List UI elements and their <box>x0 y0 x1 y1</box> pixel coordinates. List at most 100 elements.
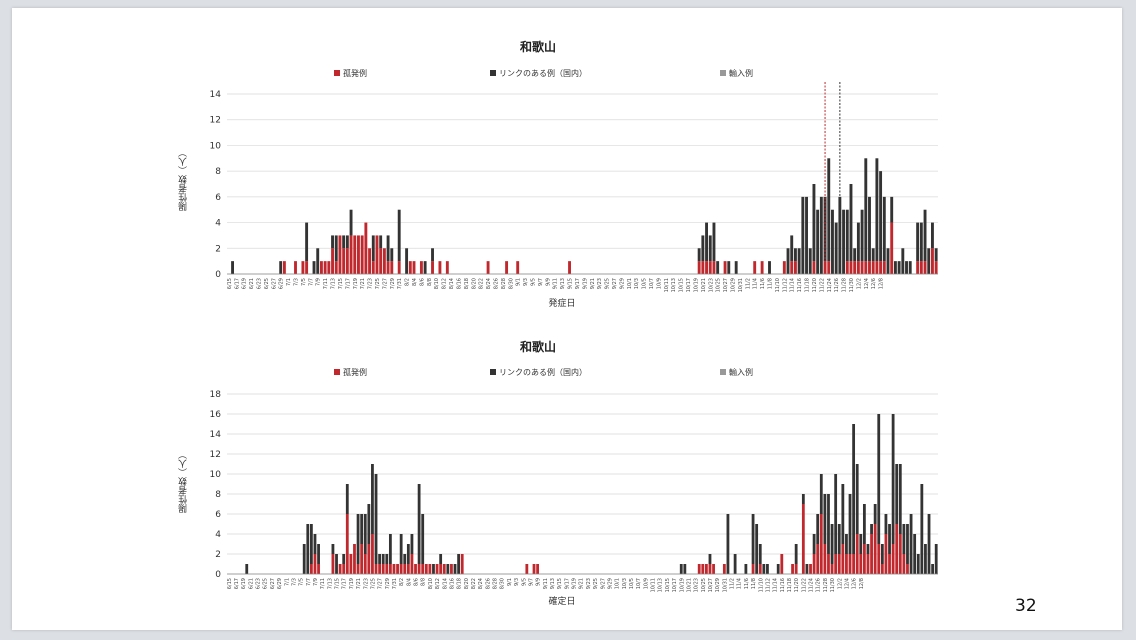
bar-sporadic <box>353 544 356 574</box>
bar-linked <box>762 564 766 574</box>
x-tick-label: 10/3 <box>634 278 640 289</box>
bar-sporadic <box>390 261 394 274</box>
x-tick-label: 8/4 <box>412 278 418 286</box>
bar-linked <box>345 484 349 514</box>
x-tick-label: 7/11 <box>320 578 326 589</box>
y-tick-label: 4 <box>215 219 221 229</box>
chart2-x-axis-label: 確定日 <box>548 597 576 607</box>
x-tick-label: 6/19 <box>241 578 247 589</box>
x-tick-label: 10/25 <box>716 278 722 292</box>
bar-sporadic <box>349 554 353 574</box>
x-tick-label: 10/27 <box>723 278 729 292</box>
bar-linked <box>374 474 378 564</box>
y-tick-label: 8 <box>215 490 221 500</box>
bar-sporadic <box>895 524 899 574</box>
bar-linked <box>431 248 434 262</box>
bar-linked <box>790 235 794 262</box>
bar-sporadic <box>532 564 536 574</box>
legend-label: 輸入例 <box>729 367 753 377</box>
x-tick-label: 7/27 <box>378 578 384 589</box>
x-tick-label: 11/26 <box>816 578 822 592</box>
x-tick-label: 11/24 <box>809 578 815 592</box>
bar-linked <box>860 209 864 262</box>
bar-sporadic <box>794 564 798 574</box>
x-tick-label: 7/31 <box>397 278 403 289</box>
x-tick-label: 10/19 <box>693 278 699 292</box>
x-tick-label: 7/17 <box>342 578 348 589</box>
bar-sporadic <box>442 564 446 574</box>
bar-linked <box>385 554 389 564</box>
x-tick-label: 10/3 <box>622 578 628 589</box>
bar-sporadic <box>855 534 859 574</box>
x-tick-label: 9/17 <box>564 578 570 589</box>
x-tick-label: 9/3 <box>514 578 520 586</box>
bar-sporadic <box>505 261 509 274</box>
chart1-title: 和歌山 <box>519 40 556 54</box>
x-tick-label: 8/4 <box>406 578 412 586</box>
bar-linked <box>801 494 805 504</box>
bar-linked <box>712 222 716 262</box>
bar-linked <box>403 554 407 564</box>
bar-sporadic <box>323 261 327 274</box>
x-tick-label: 8/12 <box>435 578 441 589</box>
y-tick-label: 4 <box>215 530 221 540</box>
bar-linked <box>898 464 902 534</box>
x-tick-label: 9/19 <box>572 578 578 589</box>
bar-sporadic <box>849 261 853 274</box>
bar-sporadic <box>834 554 838 574</box>
bar-sporadic <box>819 514 823 574</box>
bar-sporadic <box>879 261 883 274</box>
bar-linked <box>873 504 877 524</box>
x-tick-label: 11/20 <box>794 578 800 592</box>
x-tick-label: 8/10 <box>434 278 440 289</box>
bar-linked <box>345 235 349 249</box>
bar-linked <box>335 554 338 574</box>
bar-sporadic <box>830 564 834 574</box>
bar-linked <box>812 184 816 262</box>
bar-linked <box>934 544 938 574</box>
bar-sporadic <box>338 564 342 574</box>
bar-linked <box>827 158 831 262</box>
bar-sporadic <box>356 564 360 574</box>
bar-linked <box>849 184 853 262</box>
x-tick-label: 9/13 <box>560 278 566 289</box>
x-tick-label: 6/21 <box>249 278 255 289</box>
bar-linked <box>679 564 683 574</box>
bar-linked <box>751 514 755 564</box>
y-tick-label: 18 <box>210 390 222 400</box>
bar-linked <box>367 504 371 544</box>
x-tick-label: 8/10 <box>428 578 434 589</box>
x-tick-label: 7/9 <box>316 278 322 286</box>
x-tick-label: 6/17 <box>234 578 240 589</box>
x-tick-label: 8/18 <box>457 578 463 589</box>
x-tick-label: 10/23 <box>694 578 700 592</box>
x-tick-label: 11/30 <box>849 278 855 292</box>
x-tick-label: 7/23 <box>363 578 369 589</box>
legend-label: 輸入例 <box>729 68 753 78</box>
x-tick-label: 7/5 <box>299 578 305 586</box>
legend-label: リンクのある例（国内） <box>499 68 587 78</box>
x-tick-label: 7/11 <box>323 278 329 289</box>
x-tick-label: 7/21 <box>360 278 366 289</box>
bar-sporadic <box>349 235 353 274</box>
bar-linked <box>356 514 360 564</box>
legend-label: 孤発例 <box>343 367 367 377</box>
bar-linked <box>302 544 306 574</box>
bar-sporadic <box>880 564 884 574</box>
bar-sporadic <box>388 564 392 574</box>
legend-swatch-dark <box>490 369 496 375</box>
x-tick-label: 10/21 <box>686 578 692 592</box>
bar-linked <box>862 504 866 544</box>
bar-linked <box>924 544 927 574</box>
y-tick-label: 8 <box>215 167 221 177</box>
legend-label: リンクのある例（国内） <box>499 367 587 377</box>
bar-linked <box>733 554 737 574</box>
bar-linked <box>705 222 708 262</box>
x-tick-label: 7/19 <box>353 278 359 289</box>
x-tick-label: 10/31 <box>722 578 728 592</box>
x-tick-label: 11/20 <box>812 278 818 292</box>
x-tick-label: 9/23 <box>586 578 592 589</box>
x-tick-label: 6/27 <box>270 578 276 589</box>
x-tick-label: 10/25 <box>701 578 707 592</box>
